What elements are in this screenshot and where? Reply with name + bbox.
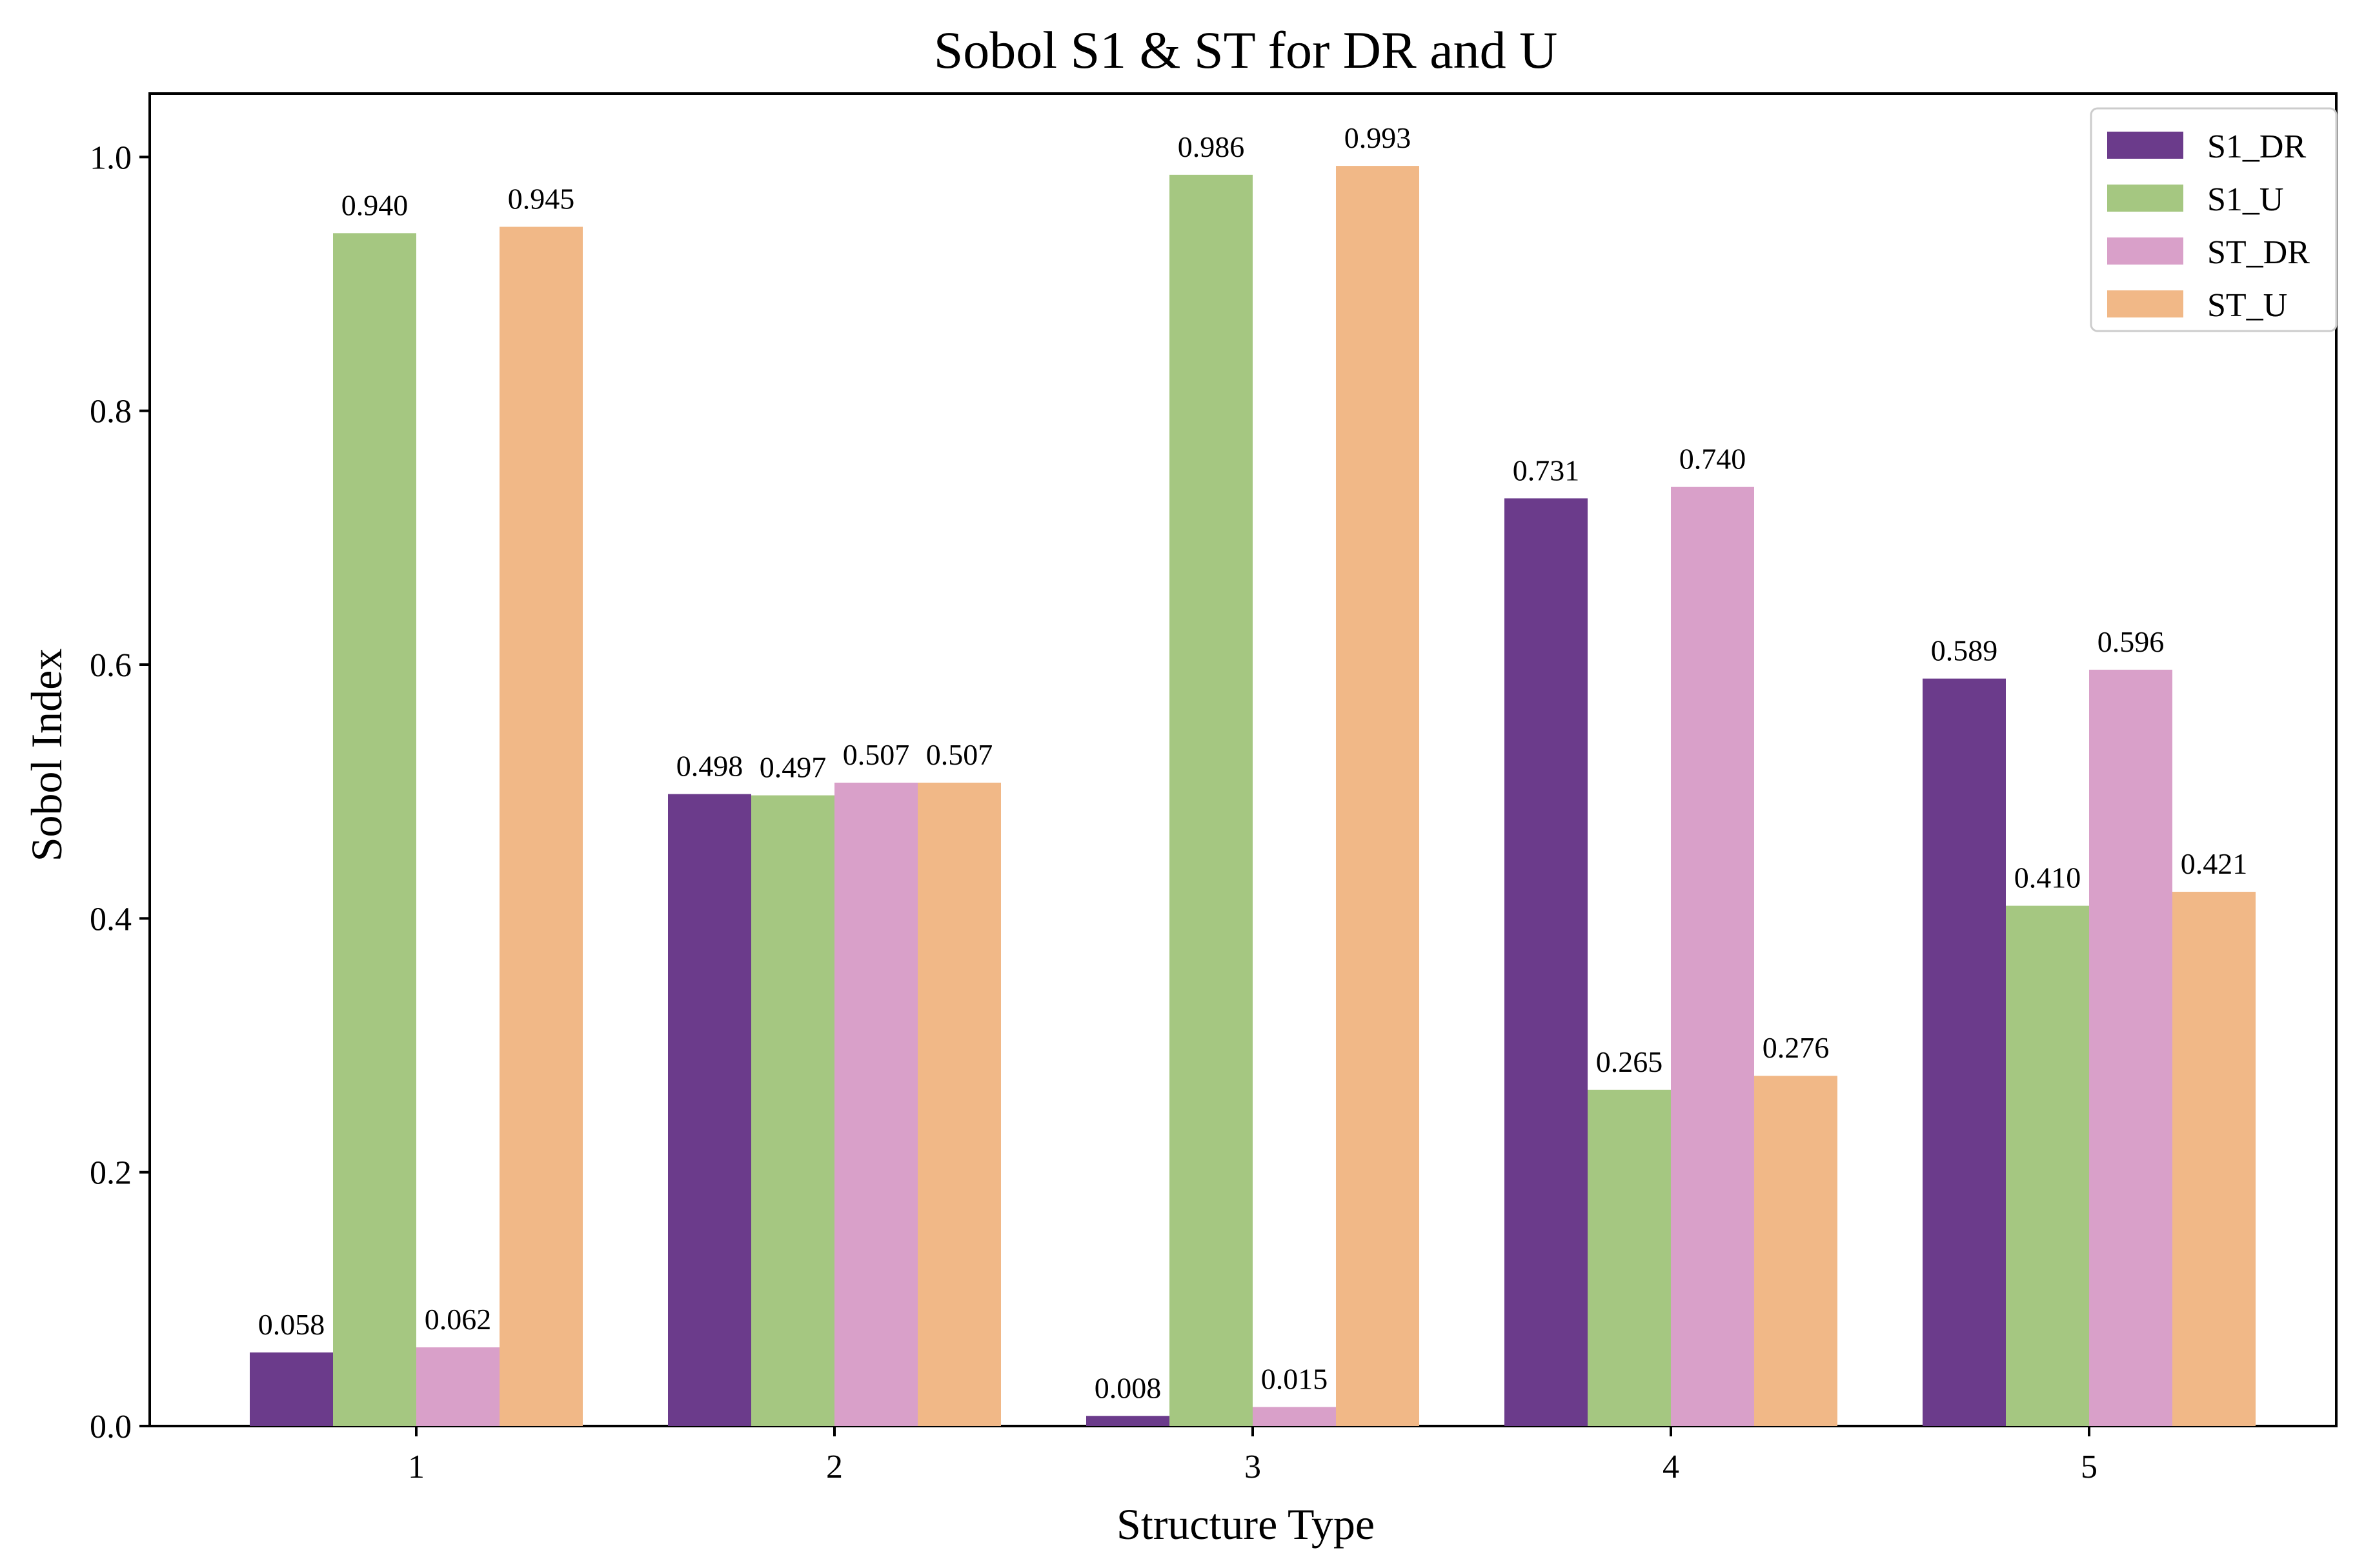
legend-swatch (2107, 185, 2183, 212)
bar-st-u (918, 782, 1001, 1426)
data-label: 0.945 (508, 183, 575, 216)
bar-s1-u (1169, 174, 1253, 1426)
x-tick-label: 1 (408, 1449, 425, 1485)
y-axis-label: Sobol Index (22, 648, 71, 862)
legend-box (2090, 107, 2338, 332)
data-label: 0.940 (341, 188, 409, 221)
legend: S1_DR S1_U ST_DR ST_U (2090, 107, 2338, 332)
bar-st-u (1754, 1076, 1837, 1426)
legend-label: ST_U (2207, 287, 2287, 324)
data-label: 0.731 (1513, 454, 1580, 487)
data-label: 0.276 (1763, 1031, 1830, 1064)
bar-s1-dr (1504, 498, 1588, 1426)
data-label: 0.058 (258, 1308, 325, 1341)
bar-s1-dr (250, 1352, 333, 1426)
legend-label: S1_DR (2207, 128, 2306, 165)
x-tick-label: 3 (1244, 1449, 1261, 1485)
data-label: 0.008 (1095, 1371, 1162, 1404)
x-tick-label: 2 (826, 1449, 843, 1485)
bar-s1-dr (668, 794, 751, 1426)
bar-st-dr (2089, 669, 2172, 1426)
legend-label: S1_U (2207, 181, 2283, 218)
legend-swatch (2107, 237, 2183, 265)
data-label: 0.993 (1344, 121, 1411, 154)
data-label: 0.589 (1931, 634, 1998, 667)
data-label: 0.265 (1596, 1045, 1663, 1078)
plot-area: 0.0 0.2 0.4 0.6 0.8 1.0 1 0.058 0.940 0.062 0.945 2… (90, 92, 2338, 1485)
bar-s1-u (1588, 1089, 1671, 1426)
bar-st-dr (834, 782, 918, 1426)
data-label: 0.740 (1679, 443, 1746, 476)
y-tick-label: 0.0 (90, 1409, 132, 1445)
bar-s1-dr (1086, 1416, 1169, 1426)
bar-st-dr (1253, 1407, 1336, 1426)
bar-st-u (1336, 166, 1419, 1427)
bar-s1-dr (1923, 678, 2006, 1426)
y-tick-label: 0.2 (90, 1155, 132, 1192)
data-label: 0.596 (2097, 625, 2165, 658)
legend-swatch (2107, 290, 2183, 317)
data-label: 0.507 (926, 738, 993, 771)
x-tick-label: 4 (1662, 1449, 1679, 1485)
data-label: 0.507 (843, 738, 910, 771)
legend-swatch (2107, 132, 2183, 159)
bar-st-u (2172, 892, 2256, 1426)
bar-st-dr (416, 1347, 500, 1426)
x-axis-label: Structure Type (1117, 1500, 1375, 1549)
data-label: 0.410 (2014, 861, 2081, 894)
data-label: 0.497 (760, 751, 827, 784)
y-tick-label: 0.4 (90, 901, 132, 938)
bar-s1-u (2006, 905, 2089, 1426)
chart-title: Sobol S1 & ST for DR and U (934, 21, 1558, 79)
data-label: 0.498 (676, 750, 743, 783)
data-label: 0.062 (425, 1303, 492, 1336)
x-tick-label: 5 (2081, 1449, 2097, 1485)
y-tick-label: 0.6 (90, 647, 132, 684)
y-tick-label: 1.0 (90, 139, 132, 176)
bar-s1-u (751, 795, 834, 1426)
data-label: 0.421 (2181, 847, 2248, 880)
data-label: 0.986 (1178, 130, 1245, 163)
legend-label: ST_DR (2207, 234, 2310, 271)
y-tick-label: 0.8 (90, 394, 132, 430)
bar-st-u (500, 226, 583, 1426)
data-label: 0.015 (1261, 1363, 1328, 1396)
bar-st-dr (1671, 487, 1754, 1426)
bar-s1-u (333, 233, 416, 1426)
